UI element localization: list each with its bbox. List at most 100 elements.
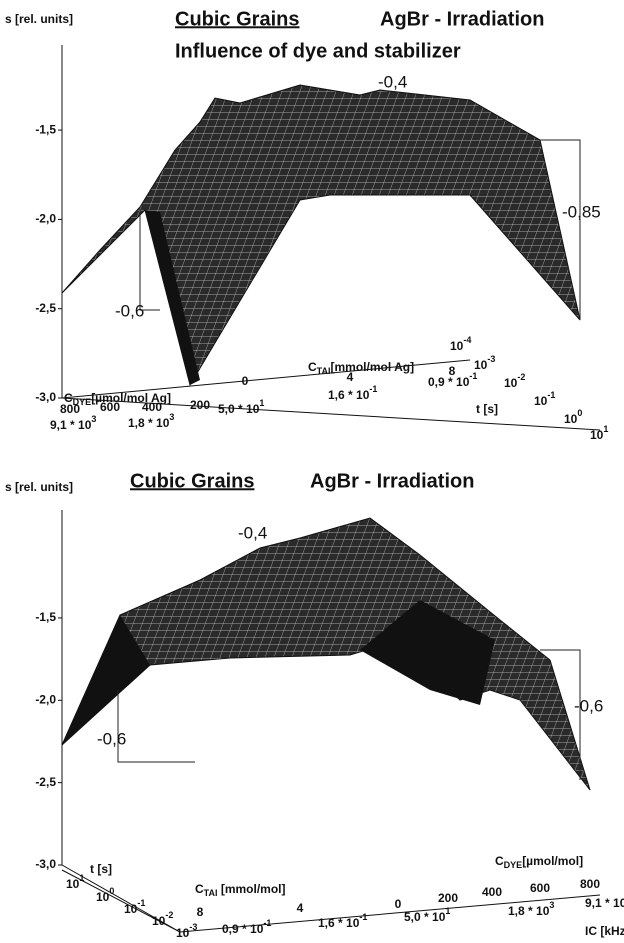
z-tick-label: -2,0 bbox=[35, 212, 56, 226]
t-tick-label-text: 10 bbox=[504, 376, 518, 390]
ic-tick-label-sup: 1 bbox=[445, 906, 450, 916]
ic-tick-label-sup: -1 bbox=[469, 371, 477, 381]
dye-axis-label: CDYE[µmol/mol Ag] bbox=[64, 391, 171, 407]
z-axis-label: s [rel. units] bbox=[5, 12, 73, 26]
t-tick-label-text: 10 bbox=[124, 902, 138, 916]
dye-tick-label: 0 bbox=[242, 374, 249, 388]
z-tick-label: -1,5 bbox=[35, 610, 56, 624]
surface-2 bbox=[61, 517, 591, 791]
dye-tick-label: 0 bbox=[395, 897, 402, 911]
t-tick-label: 10-1 bbox=[534, 390, 555, 408]
dye-tick-label: 600 bbox=[530, 881, 550, 895]
tai-tick-label: 8 bbox=[197, 905, 204, 919]
t-tick-label-text: 10 bbox=[534, 394, 548, 408]
t-tick-label-text: 10 bbox=[96, 890, 110, 904]
ic-tick-label-sup: 3 bbox=[91, 414, 96, 424]
t-axis-label: t [s] bbox=[476, 402, 498, 416]
tai-tick-label: 8 bbox=[449, 364, 456, 378]
t-tick-label: 10-3 bbox=[176, 922, 197, 940]
z-tick-label: -3,0 bbox=[35, 857, 56, 871]
t-tick-label: 100 bbox=[564, 408, 582, 426]
t-tick-label-sup: 0 bbox=[577, 408, 582, 418]
ic-tick-label: 1,6 * 10-1 bbox=[318, 912, 367, 930]
annotation: -0,6 bbox=[115, 301, 144, 320]
tai-axis-label-rest: [mmol/mol] bbox=[218, 882, 286, 896]
chart-subtitle: AgBr - Irradiation bbox=[310, 470, 474, 492]
chart-title: Cubic Grains bbox=[175, 8, 299, 30]
t-tick-label: 101 bbox=[66, 873, 84, 891]
t-tick-label: 101 bbox=[590, 424, 608, 442]
dye-axis-label-text: C bbox=[495, 854, 504, 868]
dye-axis-label: CDYE[µmol/mol] bbox=[495, 854, 583, 870]
ic-tick-label: 0,9 * 10-1 bbox=[222, 918, 271, 936]
ic-tick-label-sup: -1 bbox=[359, 912, 367, 922]
z-axis-label: s [rel. units] bbox=[5, 480, 73, 494]
tai-axis-label-text: C bbox=[195, 882, 204, 896]
t-tick-label: 10-3 bbox=[474, 354, 495, 372]
t-tick-label-text: 10 bbox=[564, 412, 578, 426]
ic-tick-label: 5,0 * 101 bbox=[218, 398, 264, 416]
tai-axis-label-sub: TAI bbox=[317, 366, 331, 376]
tai-axis-label-rest: [mmol/mol Ag] bbox=[331, 360, 415, 374]
t-tick-label-text: 10 bbox=[152, 914, 166, 928]
t-axis-label: t [s] bbox=[90, 862, 112, 876]
t-tick-label-sup: -3 bbox=[487, 354, 495, 364]
t-tick-label-sup: -1 bbox=[547, 390, 555, 400]
ic-tick-label-text: 0,9 * 10 bbox=[428, 375, 470, 389]
dye-tick-label: 800 bbox=[60, 402, 80, 416]
dye-axis-label-rest: [µmol/mol] bbox=[522, 854, 583, 868]
annotation: -0,85 bbox=[562, 202, 601, 221]
dye-tick-label: 400 bbox=[142, 400, 162, 414]
ic-tick-label-text: 5,0 * 10 bbox=[218, 402, 260, 416]
tai-axis-label-text: C bbox=[308, 360, 317, 374]
tai-tick-label: 4 bbox=[347, 370, 354, 384]
annotation: -0,4 bbox=[238, 523, 267, 542]
z-tick-label: -2,5 bbox=[35, 775, 56, 789]
ic-tick-label: 9,1 * 103 bbox=[585, 892, 624, 910]
t-tick-label: 10-2 bbox=[152, 910, 173, 928]
ic-tick-label-sup: 3 bbox=[549, 900, 554, 910]
t-tick-label: 10-4 bbox=[450, 335, 471, 353]
t-tick-label-text: 10 bbox=[66, 877, 80, 891]
annotation: -0,4 bbox=[378, 72, 407, 91]
z-tick-label: -2,0 bbox=[35, 692, 56, 706]
dye-tick-label: 400 bbox=[482, 885, 502, 899]
ic-tick-label-text: 5,0 * 10 bbox=[404, 910, 446, 924]
dye-tick-label: 200 bbox=[438, 891, 458, 905]
tai-axis-label: CTAI[mmol/mol Ag] bbox=[308, 360, 414, 376]
dye-axis-label-sub: DYE bbox=[504, 860, 523, 870]
t-tick-label-sup: 0 bbox=[109, 886, 114, 896]
ic-tick-label: 1,8 * 103 bbox=[508, 900, 554, 918]
ic-tick-label-text: 9,1 * 10 bbox=[585, 896, 624, 910]
ic-tick-label-sup: -1 bbox=[369, 384, 377, 394]
t-tick-label: 10-2 bbox=[504, 372, 525, 390]
t-tick-label-text: 10 bbox=[590, 428, 604, 442]
tai-axis-label-sub: TAI bbox=[204, 888, 218, 898]
ic-tick-label: 5,0 * 101 bbox=[404, 906, 450, 924]
dye-axis-label-text: C bbox=[64, 391, 73, 405]
ic-tick-label: 1,8 * 103 bbox=[128, 412, 174, 430]
dye-tick-label: 600 bbox=[100, 400, 120, 414]
ic-axis-label: IC [kHz] bbox=[585, 924, 624, 938]
t-tick-label-sup: 1 bbox=[79, 873, 84, 883]
ic-tick-label: 9,1 * 103 bbox=[50, 414, 96, 432]
ic-tick-label-text: 1,8 * 10 bbox=[508, 904, 550, 918]
dye-tick-label: 800 bbox=[580, 877, 600, 891]
t-tick-label: 100 bbox=[96, 886, 114, 904]
ic-tick-label: 1,6 * 10-1 bbox=[328, 384, 377, 402]
surface-1 bbox=[61, 84, 581, 387]
ic-tick-label-text: 1,6 * 10 bbox=[328, 388, 370, 402]
t-tick-label-sup: -3 bbox=[189, 922, 197, 932]
t-tick-label: 10-1 bbox=[124, 898, 145, 916]
ic-tick-label-sup: -1 bbox=[263, 918, 271, 928]
dye-axis-label-sub: DYE bbox=[73, 397, 92, 407]
t-tick-label-text: 10 bbox=[450, 339, 464, 353]
t-tick-label-sup: 1 bbox=[603, 424, 608, 434]
chart-subtitle: Influence of dye and stabilizer bbox=[175, 40, 461, 62]
chart-title: Cubic Grains bbox=[130, 470, 254, 492]
annotation: -0,6 bbox=[97, 729, 126, 748]
z-tick-label: -3,0 bbox=[35, 390, 56, 404]
ic-tick-label-text: 0,9 * 10 bbox=[222, 922, 264, 936]
t-tick-label-sup: -4 bbox=[463, 335, 471, 345]
